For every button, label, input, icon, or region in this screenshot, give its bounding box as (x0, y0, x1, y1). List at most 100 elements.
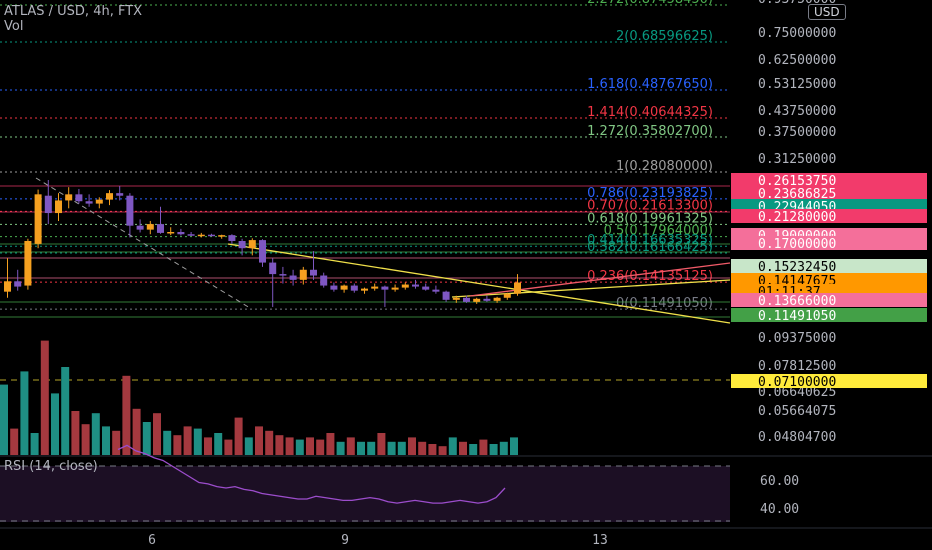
rsi-line (117, 444, 506, 504)
candle-body (136, 225, 144, 230)
price-label-box (731, 293, 927, 307)
rsi-tick: 60.00 (760, 474, 799, 489)
volume-bar (479, 439, 488, 455)
candle-body (422, 286, 430, 290)
price-label-box (731, 308, 927, 322)
candle-body (452, 297, 460, 300)
price-label-text: 0.15232450 (758, 260, 836, 275)
volume-bar (163, 430, 172, 455)
candle-body (116, 193, 124, 196)
candle-body (238, 241, 246, 249)
volume-bar (153, 413, 161, 455)
volume-bar (275, 435, 284, 455)
candle-body (371, 286, 379, 289)
price-tick-label: 0.31250000 (758, 152, 836, 167)
candle-body (228, 235, 236, 241)
candle-body (85, 201, 93, 204)
fib-level-label: 1.272(0.35802700) (587, 124, 713, 139)
candle-body (442, 291, 450, 300)
volume-bar (285, 437, 294, 455)
volume-bar (510, 437, 518, 455)
volume-bar (459, 441, 467, 455)
volume-bar (193, 428, 202, 455)
candle-body (4, 281, 11, 292)
candle-body (493, 297, 501, 301)
fib-level-label: 1.414(0.40644325) (587, 105, 713, 120)
candle-body (259, 240, 266, 263)
time-tick-label: 13 (592, 533, 608, 548)
volume-bar (346, 437, 355, 455)
candle-body (197, 234, 205, 237)
price-tick-label: 0.05664075 (758, 404, 836, 419)
candle-body (299, 269, 307, 280)
candle-body (24, 241, 32, 286)
volume-bar (469, 444, 478, 455)
price-label-text: 0.23686825 (758, 187, 836, 202)
candle-body (310, 269, 317, 276)
candle-body (412, 284, 419, 287)
time-tick-label: 6 (148, 533, 156, 548)
price-tick-label: 0.62500000 (758, 53, 836, 68)
price-label-text: 0.13666000 (758, 294, 836, 309)
candle-body (483, 298, 491, 301)
volume-bar (336, 441, 345, 455)
price-tick-label: 0.07812500 (758, 359, 836, 374)
rsi-layer: RSI (14, close) 60.00 40.00 (0, 444, 932, 522)
trendline-lower (451, 279, 731, 298)
volume-bar (357, 441, 365, 455)
volume-indicator-label: Vol (4, 19, 24, 34)
fib-level-label: 1.618(0.48767650) (587, 77, 713, 92)
price-label-box (731, 273, 927, 287)
fib-level-label: 0.786(0.23193825) (587, 186, 713, 201)
volume-bar (204, 437, 212, 455)
volume-bar (20, 371, 29, 455)
volume-bar (448, 437, 457, 455)
candle-body (463, 297, 470, 302)
price-levels-layer: 2.272(0.87458450) 2(0.68596625) 1.618(0.48… (0, 0, 730, 381)
price-label-box (731, 186, 927, 200)
volume-bar (102, 426, 110, 455)
price-label-text: 0.26153750 (758, 174, 836, 189)
candle-body (146, 224, 154, 230)
volume-bar (81, 424, 90, 455)
candle-body (95, 199, 103, 204)
currency-button[interactable]: USD (808, 4, 846, 20)
price-label-box (731, 173, 927, 187)
candle-body (269, 262, 277, 275)
candles-layer (4, 180, 521, 307)
candle-body (187, 234, 195, 236)
candle-body (401, 284, 409, 288)
candle-body (330, 285, 338, 290)
volume-layer (0, 340, 518, 455)
rsi-band (0, 466, 730, 522)
volume-bar (224, 439, 233, 455)
price-tick-label: 0.75000000 (758, 26, 836, 41)
candle-body (279, 274, 287, 276)
volume-bar (489, 444, 498, 455)
volume-bar (499, 441, 508, 455)
volume-bar (306, 437, 314, 455)
volume-bar (295, 439, 304, 455)
volume-bar (214, 433, 223, 455)
volume-bar (244, 437, 253, 455)
candle-body (361, 288, 368, 291)
price-tick-label: 0.53125000 (758, 77, 836, 92)
candle-body (177, 232, 185, 235)
price-label-text: 0.07100000 (758, 375, 836, 390)
rsi-tick: 40.00 (760, 502, 799, 517)
volume-bar (234, 417, 243, 455)
candle-body (106, 193, 113, 200)
candle-body (75, 194, 83, 202)
candle-body (218, 235, 226, 237)
trendline-layer (35, 177, 731, 324)
candle-body (289, 275, 297, 280)
price-label-box (731, 236, 927, 250)
fib-level-label: 0.618(0.19961325) (587, 211, 713, 226)
volume-bar (377, 433, 386, 455)
trendline-upper (227, 243, 731, 324)
volume-bar (408, 437, 416, 455)
volume-bar (40, 340, 49, 455)
